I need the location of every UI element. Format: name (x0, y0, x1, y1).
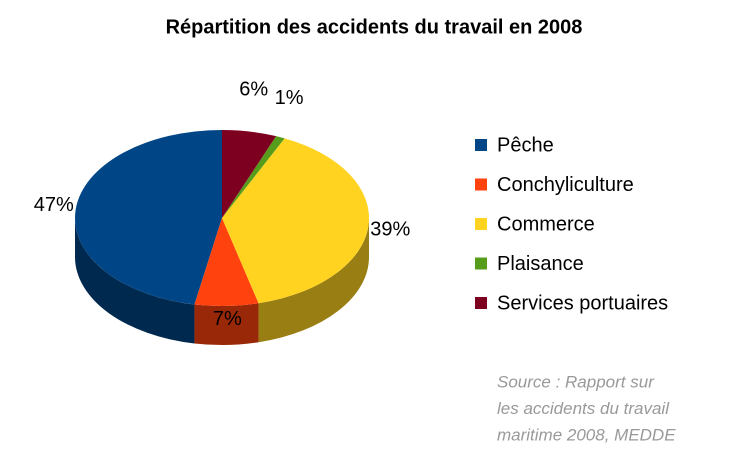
slice (222, 138, 370, 304)
slice-side (75, 218, 195, 344)
legend-label: Commerce (497, 213, 595, 235)
slice-side (258, 218, 369, 343)
legend-swatch (475, 297, 487, 309)
legend-swatch (475, 257, 487, 270)
legend-swatch (475, 139, 487, 151)
slice (222, 130, 277, 218)
legend-label: Pêche (497, 134, 554, 156)
data-label: 39% (370, 219, 410, 241)
source-note: les accidents du travail (497, 399, 670, 418)
slice-side (194, 303, 259, 345)
data-label: 1% (275, 87, 304, 109)
slice (74, 130, 222, 305)
data-label: 6% (239, 79, 268, 101)
legend-swatch (475, 178, 487, 191)
source-note: Source : Rapport sur (497, 372, 655, 391)
chart-title: Répartition des accidents du travail en … (166, 16, 583, 38)
source-note: maritime 2008, MEDDE (497, 425, 676, 444)
data-label: 47% (34, 194, 74, 216)
legend-swatch (475, 218, 487, 230)
legend-label: Services portuaires (497, 292, 668, 314)
data-label: 7% (213, 308, 242, 330)
slice (222, 136, 285, 218)
legend-label: Conchyliculture (497, 174, 634, 196)
slice (194, 218, 259, 306)
legend-label: Plaisance (497, 253, 584, 275)
